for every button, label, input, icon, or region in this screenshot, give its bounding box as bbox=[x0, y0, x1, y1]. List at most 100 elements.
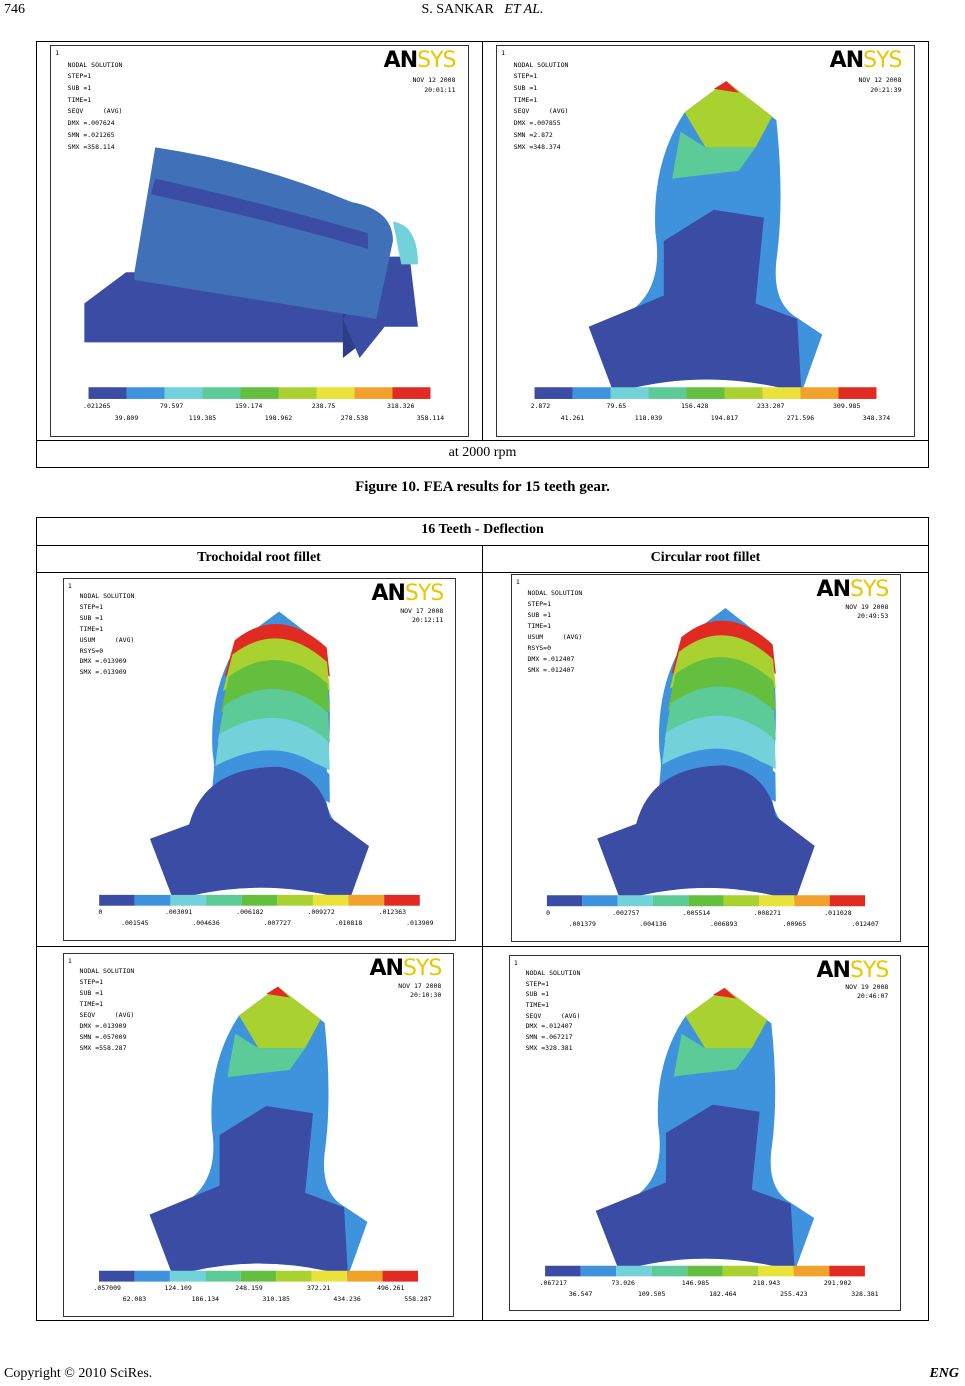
legend-label: .005514 bbox=[682, 908, 711, 917]
legend-label: 434.236 bbox=[333, 1295, 361, 1304]
legend-label: 186.134 bbox=[191, 1295, 220, 1304]
solution-info: SMX =348.374 bbox=[513, 142, 561, 151]
logo-an: AN bbox=[816, 957, 850, 983]
date: NOV 17 2008 bbox=[398, 981, 442, 990]
solution-info: DMX =.012407 bbox=[527, 654, 575, 663]
colorbar-swatch bbox=[347, 1270, 383, 1282]
solution-info: STEP=1 bbox=[527, 599, 551, 608]
legend-label: 198.962 bbox=[264, 413, 293, 422]
figure-caption: Figure 10. FEA results for 15 teeth gear… bbox=[355, 479, 610, 495]
legend-label: 233.207 bbox=[757, 401, 785, 410]
colorbar-swatch bbox=[545, 1265, 581, 1277]
journal: ENG bbox=[929, 1366, 959, 1381]
solution-info: TIME=1 bbox=[79, 624, 104, 633]
time: 20:21:39 bbox=[870, 85, 902, 94]
logo-sys: SYS bbox=[417, 47, 456, 73]
solution-info: TIME=1 bbox=[527, 621, 551, 630]
legend-label: 39.809 bbox=[114, 413, 139, 422]
colorbar-swatch bbox=[829, 895, 866, 907]
colorbar-swatch bbox=[126, 387, 165, 399]
legend-label: 73.026 bbox=[611, 1278, 635, 1287]
colorbar-swatch bbox=[99, 1270, 135, 1282]
legend-label: 194.817 bbox=[710, 413, 739, 422]
shape bbox=[150, 766, 369, 901]
colorbar-swatch bbox=[205, 1270, 241, 1282]
solution-info: DMX =.007624 bbox=[67, 119, 115, 128]
time: 20:01:11 bbox=[424, 85, 456, 94]
legend-label: 0 bbox=[546, 908, 551, 917]
legend-label: 79.65 bbox=[606, 401, 627, 410]
solution-info: SUB =1 bbox=[513, 84, 538, 92]
logo-sys: SYS bbox=[849, 957, 889, 983]
corner-label: 1 bbox=[67, 581, 72, 590]
legend-label: .010818 bbox=[334, 919, 363, 928]
solution-info: SMX =.012407 bbox=[527, 665, 575, 674]
legend-label: 372.21 bbox=[306, 1284, 331, 1293]
legend-label: 79.597 bbox=[159, 401, 184, 410]
solution-info: SUB =1 bbox=[527, 610, 551, 619]
legend-label: .001545 bbox=[121, 919, 149, 928]
corner-label: 1 bbox=[515, 577, 520, 586]
shape bbox=[239, 986, 321, 1049]
colorbar-swatch bbox=[648, 387, 687, 399]
legend-label: .004136 bbox=[639, 919, 667, 928]
solution-info: TIME=1 bbox=[513, 95, 538, 104]
shape bbox=[588, 209, 802, 394]
legend-label: .008271 bbox=[753, 908, 781, 917]
shape bbox=[149, 1106, 348, 1277]
colorbar-swatch bbox=[277, 894, 313, 906]
solution-info: STEP=1 bbox=[67, 72, 92, 81]
legend-label: 182.464 bbox=[709, 1289, 737, 1298]
shape bbox=[713, 81, 739, 93]
shape bbox=[672, 131, 756, 179]
corner-label: 1 bbox=[67, 956, 72, 965]
colorbar-swatch bbox=[354, 387, 393, 399]
colorbar-swatch bbox=[838, 387, 877, 399]
colorbar-swatch bbox=[382, 1270, 418, 1282]
legend-label: .007727 bbox=[263, 919, 291, 928]
fea-panel: 1 ANSYS NODAL SOLUTION STEP=1 SUB =1 TIME=1 US… bbox=[63, 578, 456, 941]
legend-label: 278.538 bbox=[340, 413, 369, 422]
solution-info: TIME=1 bbox=[525, 1001, 550, 1010]
solution-info: NODAL SOLUTION bbox=[67, 60, 123, 69]
legend-label: .006182 bbox=[236, 908, 264, 917]
shape bbox=[673, 1033, 752, 1077]
legend-label: 119.385 bbox=[188, 413, 217, 422]
solution-info: SUB =1 bbox=[79, 989, 104, 998]
colorbar-swatch bbox=[582, 895, 618, 907]
solution-info: SEQV (AVG) bbox=[513, 107, 569, 116]
colorbar-swatch bbox=[651, 1265, 688, 1277]
colorbar-swatch bbox=[724, 387, 763, 399]
colorbar-swatch bbox=[723, 895, 760, 907]
legend-label: 0 bbox=[98, 908, 103, 917]
shape bbox=[151, 178, 368, 249]
fea-panel: 1 ANSYS NODAL SOLUTION STEP=1 SUB =1 TIME=1 US… bbox=[511, 574, 901, 942]
shape bbox=[712, 987, 737, 999]
solution-info: STEP=1 bbox=[513, 72, 538, 81]
rule bbox=[482, 41, 483, 440]
solution-info: SMX =358.114 bbox=[67, 142, 115, 151]
colorbar-swatch bbox=[169, 1270, 206, 1282]
legend-label: .011028 bbox=[824, 908, 852, 917]
fea-plot bbox=[546, 607, 866, 907]
solution-info: DMX =.012407 bbox=[525, 1022, 573, 1031]
copyright: Copyright © 2010 SciRes. bbox=[4, 1366, 153, 1381]
logo: ANSYS bbox=[370, 957, 443, 980]
logo-an: AN bbox=[816, 576, 851, 602]
colorbar-swatch bbox=[164, 387, 203, 399]
solution-info: RSYS=0 bbox=[79, 646, 104, 655]
colorbar-swatch bbox=[241, 894, 278, 906]
colorbar-swatch bbox=[546, 895, 583, 907]
legend-label: 309.985 bbox=[832, 401, 861, 410]
colorbar-swatch bbox=[99, 894, 135, 906]
legend-label: 156.428 bbox=[681, 401, 709, 410]
legend-label: .012407 bbox=[851, 919, 879, 928]
corner-label: 1 bbox=[55, 48, 60, 57]
logo: ANSYS bbox=[384, 47, 457, 73]
legend-label: .013909 bbox=[406, 919, 434, 928]
solution-info: SEQV (AVG) bbox=[67, 107, 123, 116]
solution-info: SMX =328.381 bbox=[525, 1043, 573, 1052]
date: NOV 12 2008 bbox=[412, 76, 456, 85]
legend-label: 496.261 bbox=[377, 1284, 405, 1293]
